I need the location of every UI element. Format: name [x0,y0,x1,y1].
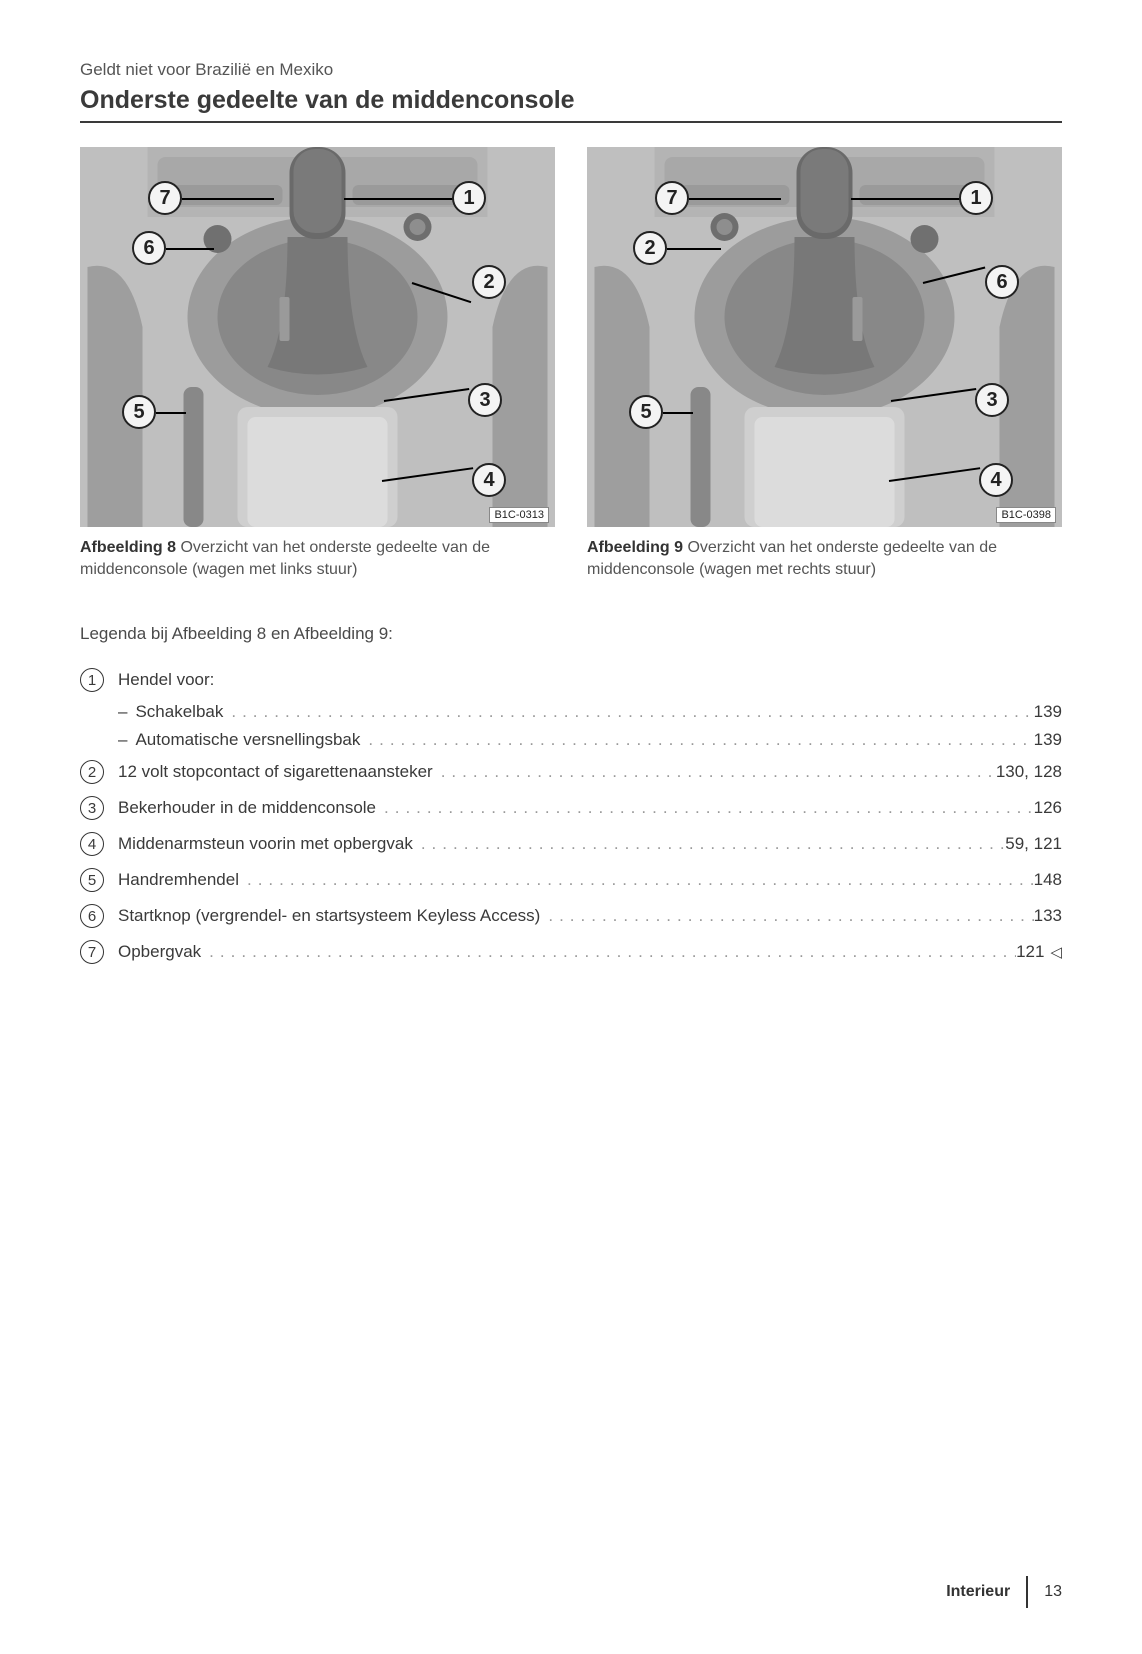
callout-1: 1 [959,181,993,215]
callout-2: 2 [472,265,506,299]
callout-4: 4 [979,463,1013,497]
figure-right-caption: Afbeelding 9 Overzicht van het onderste … [587,537,1062,580]
figure-right: 7 2 5 1 6 3 4 B1C-0398 Afbeelding 9 Over… [587,147,1062,580]
dash-icon: – [118,702,135,722]
legend-text: Opbergvak [118,942,201,962]
legend-text: Bekerhouder in de middenconsole [118,798,376,818]
legend-row: 4 Middenarmsteun voorin met opbergvak....… [80,830,1062,856]
dash-icon: – [118,730,135,750]
legend-dots: ........................................… [376,798,1034,818]
legend-text: Handremhendel [118,870,239,890]
legend-row: 5 Handremhendel..........................… [80,866,1062,892]
callout-3: 3 [468,383,502,417]
legend-num-icon: 6 [80,904,104,928]
legend-num-icon: 4 [80,832,104,856]
callout-3: 3 [975,383,1009,417]
legend-dots: ........................................… [239,870,1034,890]
image-code-right: B1C-0398 [996,507,1056,523]
legend-dots: ........................................… [360,730,1033,750]
footer-page-number: 13 [1044,1583,1062,1601]
legend-num-icon: 7 [80,940,104,964]
figure-right-caption-bold: Afbeelding 9 [587,539,683,556]
continuation-arrow-icon: ◁ [1044,943,1062,961]
callout-1: 1 [452,181,486,215]
legend-num-icon: 2 [80,760,104,784]
figure-left: 7 6 5 1 2 3 4 B1C-0313 Afbeelding 8 Over… [80,147,555,580]
image-code-left: B1C-0313 [489,507,549,523]
legend-num-icon: 5 [80,868,104,892]
legend-row: 2 12 volt stopcontact of sigarettenaanste… [80,758,1062,784]
figure-left-caption: Afbeelding 8 Overzicht van het onderste … [80,537,555,580]
legend-page: 139 [1034,730,1062,750]
section-heading: Onderste gedeelte van de middenconsole [80,86,1062,123]
legend-subrow: –Schakelbak.............................… [80,702,1062,722]
footer-divider [1026,1576,1028,1608]
legend-subtext: Schakelbak [135,702,223,722]
legend-num-icon: 1 [80,668,104,692]
figure-left-image: 7 6 5 1 2 3 4 B1C-0313 [80,147,555,527]
legend-page: 121 [1016,942,1044,962]
legend-text: Middenarmsteun voorin met opbergvak [118,834,413,854]
footer-section: Interieur [946,1583,1026,1601]
callout-5: 5 [122,395,156,429]
page-footer: Interieur 13 [946,1576,1062,1608]
callout-4: 4 [472,463,506,497]
callout-7: 7 [655,181,689,215]
legend-dots: ........................................… [201,942,1016,962]
legend-dots: ........................................… [433,762,996,782]
legend-page: 126 [1034,798,1062,818]
legend-page: 133 [1034,906,1062,926]
callout-7: 7 [148,181,182,215]
legend-dots: ........................................… [540,906,1033,926]
legend-text: Hendel voor: [118,670,214,690]
callout-6: 6 [132,231,166,265]
callout-2: 2 [633,231,667,265]
callout-6: 6 [985,265,1019,299]
figure-right-image: 7 2 5 1 6 3 4 B1C-0398 [587,147,1062,527]
legend-num-icon: 3 [80,796,104,820]
legend-page: 139 [1034,702,1062,722]
legend-page: 59, 121 [1005,834,1062,854]
figure-left-caption-bold: Afbeelding 8 [80,539,176,556]
legend-intro: Legenda bij Afbeelding 8 en Afbeelding 9… [80,624,1062,644]
legend-dots: ........................................… [223,702,1033,722]
legend-row: 1 Hendel voor: [80,666,1062,692]
legend-dots: ........................................… [413,834,1005,854]
legend-text: 12 volt stopcontact of sigarettenaanstek… [118,762,433,782]
legend-subrow: –Automatische versnellingsbak...........… [80,730,1062,750]
legend-row: 7 Opbergvak..............................… [80,938,1062,964]
callout-5: 5 [629,395,663,429]
legend-row: 3 Bekerhouder in de middenconsole........… [80,794,1062,820]
legend-page: 148 [1034,870,1062,890]
legend-list: 1 Hendel voor: –Schakelbak................… [80,666,1062,964]
legend-row: 6 Startknop (vergrendel- en startsysteem … [80,902,1062,928]
legend-page: 130, 128 [996,762,1062,782]
legend-subtext: Automatische versnellingsbak [135,730,360,750]
exclusion-note: Geldt niet voor Brazilië en Mexiko [80,60,1062,80]
legend-text: Startknop (vergrendel- en startsysteem K… [118,906,540,926]
figures-row: 7 6 5 1 2 3 4 B1C-0313 Afbeelding 8 Over… [80,147,1062,580]
